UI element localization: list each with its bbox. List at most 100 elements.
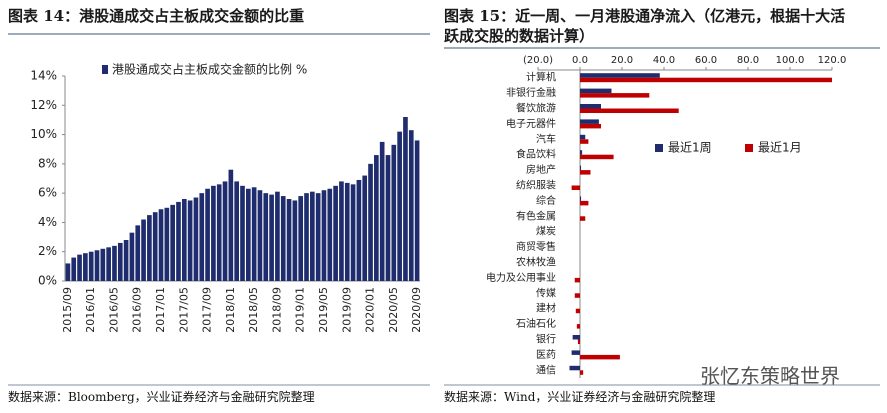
bar [187,200,193,281]
bar [580,196,582,201]
x-tick-label: 2016/05 [107,287,120,333]
y-tick-label: 10% [30,127,57,141]
bar [414,140,420,281]
y-tick-label: 医药 [536,349,556,361]
x-tick-label: 2019/05 [317,287,330,333]
x-tick-label: 2020/05 [387,287,400,333]
y-tick-label: 有色金属 [516,209,556,222]
bar [141,219,146,281]
bar [205,188,210,281]
y-tick-label: 农林牧渔 [516,256,556,269]
bar [408,130,414,281]
bar [117,242,123,281]
bar [580,73,660,78]
bar [580,93,650,98]
bar [580,154,614,160]
bar [65,263,71,281]
bar [574,293,580,298]
bar [571,185,580,190]
bar [222,181,228,281]
bar [164,207,170,281]
bar [339,181,344,281]
bar [275,191,280,281]
x-tick-label: 2017/09 [201,287,214,333]
bar [350,184,356,281]
y-tick-label: 通信 [536,364,556,376]
y-tick-label: 2% [38,244,57,258]
bar [580,216,586,221]
x-tick-label: 2015/09 [61,287,74,333]
bar [580,88,612,94]
y-tick-label: 汽车 [536,132,556,145]
bar [106,247,111,281]
x-tick-label: 2017/05 [177,287,190,333]
bar [170,204,175,281]
bar [298,196,304,281]
y-tick-label: 4% [38,215,57,229]
y-tick-label: 电力及公用事业 [486,271,556,284]
bar [263,193,269,281]
y-tick-label: 电子元器件 [506,117,556,130]
y-tick-label: 综合 [536,194,556,207]
bar [580,104,601,109]
bar [240,185,245,281]
chart-title: 图表 14：港股通成交占主板成交金额的比重 [8,7,305,25]
bar [77,254,82,281]
bar [580,123,601,129]
y-tick-label: 8% [38,156,57,170]
bar [280,196,286,281]
y-tick-label: 石油石化 [516,317,556,330]
x-tick-label: 2017/01 [154,287,167,333]
bar [135,225,141,281]
bar [216,184,222,281]
bar [83,253,88,281]
source-note: 数据来源：Wind，兴业证券经济与金融研究院整理 [444,390,716,404]
x-tick-label: 2018/01 [224,287,237,333]
bar [112,245,117,281]
bar [94,250,100,281]
bar [374,155,379,281]
x-tick-label: 2019/09 [340,287,353,333]
bar [574,277,580,283]
bar [315,193,321,281]
source-note: 数据来源：Bloomberg，兴业证券经济与金融研究院整理 [8,390,315,404]
y-tick-label: 0% [38,274,57,288]
x-tick-label: 0.0 [572,55,588,66]
y-tick-label: 银行 [536,333,556,346]
x-tick-label: 40.0 [653,55,675,66]
bar [580,165,582,171]
bar [576,324,580,329]
y-tick-label: 煤炭 [536,225,556,238]
x-tick-label: 2016/01 [84,287,97,333]
bar [391,144,397,281]
x-tick-label: 120.0 [818,55,847,66]
bar [129,232,135,281]
bar [569,365,580,371]
y-tick-label: 6% [38,186,57,200]
y-tick-label: 建材 [536,302,556,315]
bar [577,339,580,344]
legend-swatch [655,144,663,152]
bar [269,194,274,281]
bar [292,200,298,281]
bar [234,181,240,281]
bar [152,212,158,281]
y-tick-label: 房地产 [526,163,556,176]
bar [123,240,129,281]
bar [379,141,385,281]
bar [181,199,187,281]
x-tick-label: 2016/09 [131,287,144,333]
legend-label: 最近1月 [758,141,802,155]
watermark: 张忆东策略世界 [700,364,840,388]
bar [580,200,589,206]
bar [362,175,368,281]
bar [310,191,315,281]
chart-title: 图表 15：近一周、一月港股通净流入（亿港元，根据十大活跃成交股的数据计算） [444,7,846,45]
x-tick-label: 20.0 [611,55,633,66]
bar [71,257,77,281]
bar [257,190,263,281]
bar [176,201,181,281]
bar [403,117,408,281]
legend-swatch [102,65,108,74]
bar [199,193,205,281]
